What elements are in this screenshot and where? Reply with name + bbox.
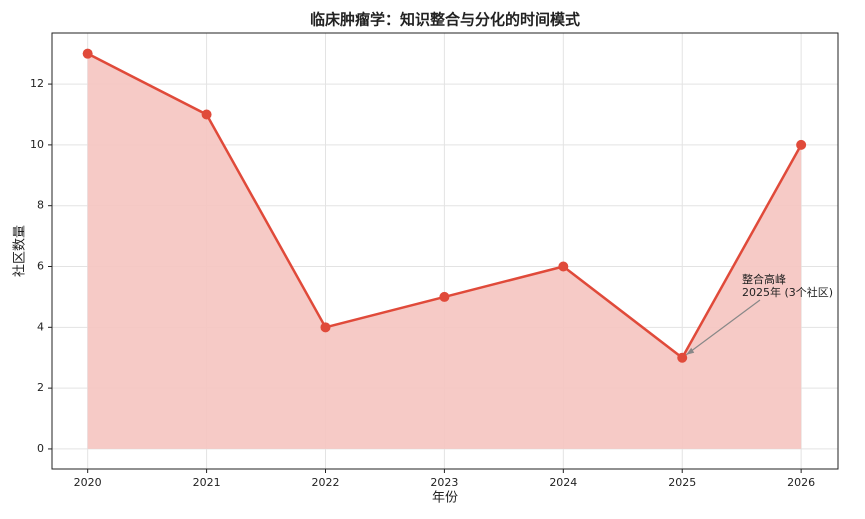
point bbox=[796, 139, 807, 150]
point bbox=[558, 261, 569, 272]
area bbox=[87, 53, 802, 449]
y-axis-label: 社区数量 bbox=[12, 225, 28, 277]
point bbox=[201, 109, 212, 120]
chart-title: 临床肿瘤学：知识整合与分化的时间模式 bbox=[310, 11, 580, 29]
annotation-text: 2025年 (3个社区) bbox=[742, 285, 833, 299]
annotation-arrowhead bbox=[686, 347, 695, 355]
annotation-text: 整合高峰 bbox=[742, 272, 786, 286]
point bbox=[439, 291, 450, 302]
y-tick-label: 12 bbox=[30, 77, 44, 90]
x-tick-label: 2025 bbox=[668, 476, 696, 489]
y-tick-label: 4 bbox=[37, 320, 44, 333]
x-axis-label: 年份 bbox=[432, 491, 458, 506]
y-tick-label: 0 bbox=[37, 442, 44, 455]
y-tick-label: 2 bbox=[37, 381, 44, 394]
y-tick-label: 8 bbox=[37, 199, 44, 212]
point bbox=[677, 352, 688, 363]
x-tick-label: 2023 bbox=[430, 476, 458, 489]
point bbox=[82, 48, 93, 59]
y-tick-label: 6 bbox=[37, 260, 44, 273]
x-tick-label: 2020 bbox=[74, 476, 102, 489]
annotation-arrow bbox=[685, 299, 761, 356]
x-tick-label: 2026 bbox=[787, 476, 815, 489]
point bbox=[320, 322, 331, 333]
plot-frame bbox=[51, 32, 839, 470]
x-tick-label: 2024 bbox=[549, 476, 577, 489]
x-tick-label: 2021 bbox=[193, 476, 221, 489]
x-tick-label: 2022 bbox=[311, 476, 339, 489]
y-tick-label: 10 bbox=[30, 138, 44, 151]
